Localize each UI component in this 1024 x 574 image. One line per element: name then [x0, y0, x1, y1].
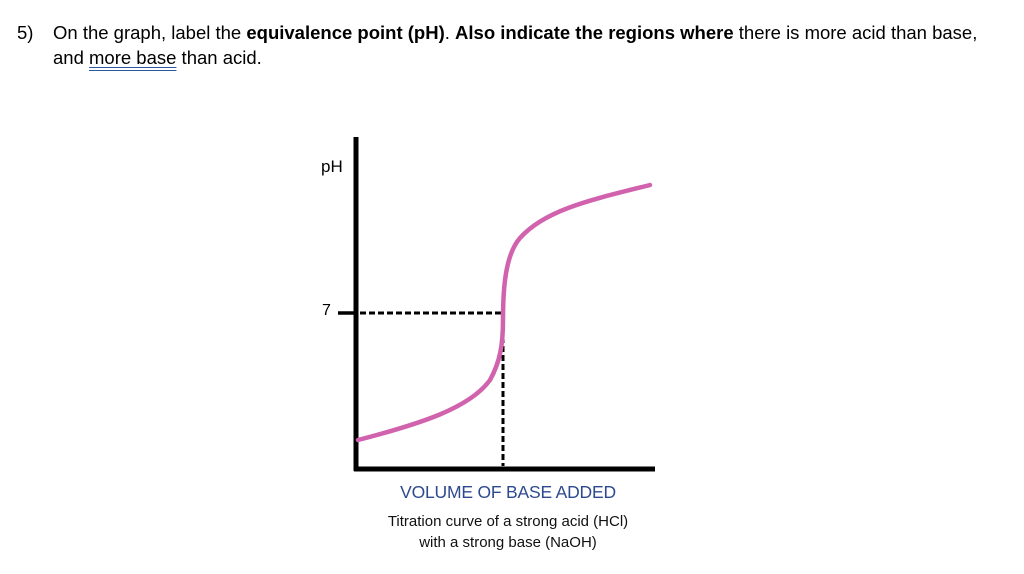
titration-curve: [355, 182, 653, 443]
question-text: On the graph, label the equivalence poin…: [53, 22, 978, 68]
regions-phrase: Also indicate the regions where: [455, 22, 734, 43]
equivalence-point-phrase: equivalence point (pH): [246, 22, 445, 43]
more-base-phrase: more base: [89, 47, 177, 68]
y-axis-label: pH: [321, 157, 343, 176]
figure-caption: Titration curve of a strong acid (HCl) w…: [358, 511, 658, 553]
question-block: 5) On the graph, label the equivalence p…: [17, 20, 1007, 70]
x-axis-label: VOLUME OF BASE ADDED: [400, 482, 616, 502]
caption-line-2: with a strong base (NaOH): [419, 534, 597, 551]
question-number: 5): [17, 22, 34, 43]
y-tick-label-7: 7: [322, 302, 331, 319]
caption-line-1: Titration curve of a strong acid (HCl): [387, 513, 629, 530]
